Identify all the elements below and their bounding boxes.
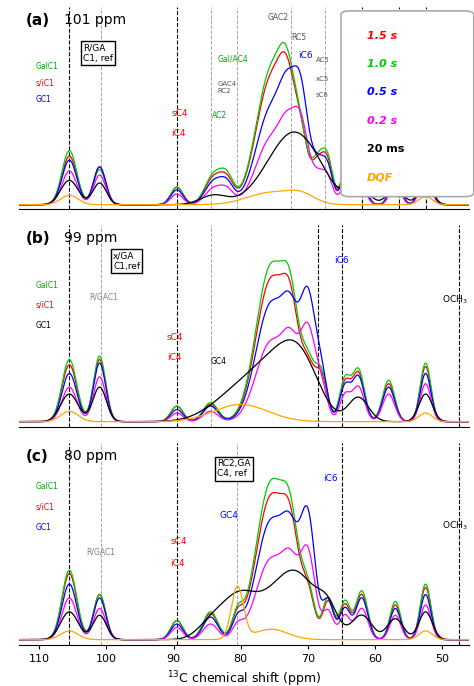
Text: ssb: ssb (394, 122, 406, 128)
Text: sC6: sC6 (316, 92, 329, 97)
Text: 1.5 s: 1.5 s (367, 31, 397, 41)
Text: R/GA
C1, ref: R/GA C1, ref (83, 43, 113, 62)
Text: xC5: xC5 (316, 75, 329, 82)
Text: GAC2: GAC2 (268, 13, 289, 22)
Text: sC4: sC4 (170, 537, 187, 546)
Text: iC6: iC6 (334, 257, 348, 265)
Text: iC4: iC4 (167, 353, 182, 362)
Text: 80 ppm: 80 ppm (64, 449, 117, 463)
Text: OCH$_3$: OCH$_3$ (442, 519, 468, 532)
Text: GalC1: GalC1 (36, 482, 59, 491)
Text: 101 ppm: 101 ppm (64, 13, 126, 27)
Text: sC4: sC4 (172, 109, 188, 118)
Text: GC4: GC4 (210, 357, 227, 366)
Text: iC6: iC6 (298, 51, 312, 60)
Text: OCH$_3$: OCH$_3$ (442, 293, 468, 306)
Text: iC6: iC6 (324, 474, 338, 484)
Text: OCH$_3$: OCH$_3$ (419, 59, 445, 71)
Text: AC5: AC5 (316, 58, 330, 63)
Text: 0.5 s: 0.5 s (367, 88, 397, 97)
X-axis label: $^{13}$C chemical shift (ppm): $^{13}$C chemical shift (ppm) (167, 670, 321, 686)
Text: s/iC1: s/iC1 (36, 79, 55, 88)
Text: 99 ppm: 99 ppm (64, 231, 118, 245)
Text: sC4: sC4 (167, 333, 183, 342)
Text: iC4: iC4 (172, 129, 186, 138)
Text: (a): (a) (26, 13, 50, 28)
Text: R/GAC1: R/GAC1 (86, 547, 115, 556)
Text: GC1: GC1 (36, 321, 52, 330)
Text: iC4: iC4 (170, 559, 185, 568)
Text: DQF: DQF (367, 172, 393, 182)
Text: 1.0 s: 1.0 s (367, 59, 397, 69)
Text: 0.2 s: 0.2 s (367, 116, 397, 126)
Text: G/L/GalC6: G/L/GalC6 (368, 92, 403, 97)
Text: R/GAC1: R/GAC1 (90, 293, 118, 302)
Text: GalC1: GalC1 (36, 281, 59, 289)
Text: GAC4
RC2: GAC4 RC2 (217, 81, 237, 94)
Text: GC1: GC1 (36, 95, 52, 104)
Text: GC1: GC1 (36, 523, 52, 532)
Text: Gal/AC4: Gal/AC4 (217, 54, 248, 63)
Text: x/GA
C1,ref: x/GA C1,ref (113, 251, 140, 270)
Text: GalC1: GalC1 (36, 62, 59, 71)
Text: (b): (b) (26, 231, 50, 246)
Text: AC2: AC2 (212, 111, 228, 120)
FancyBboxPatch shape (341, 11, 474, 197)
Text: 20 ms: 20 ms (367, 144, 404, 154)
Text: s/iC1: s/iC1 (36, 503, 55, 512)
Text: s/iC1: s/iC1 (36, 300, 55, 309)
Text: GC4: GC4 (219, 510, 238, 520)
Text: (c): (c) (26, 449, 48, 464)
Text: RC2,GA
C4, ref: RC2,GA C4, ref (217, 459, 251, 479)
Text: RC5: RC5 (291, 33, 306, 42)
